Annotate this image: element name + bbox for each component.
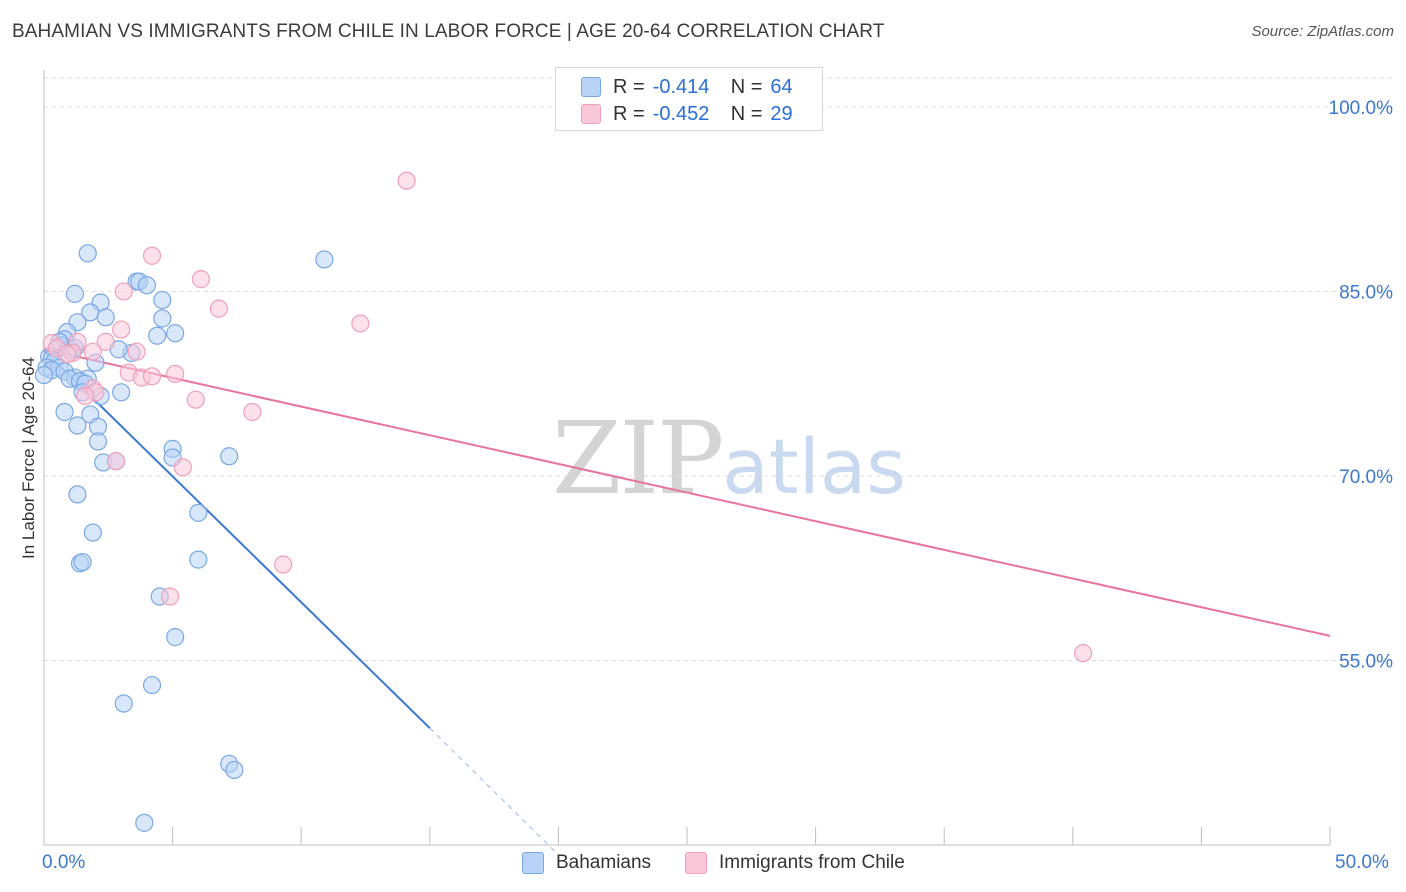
gridlines (44, 77, 1392, 661)
point-bahamians (73, 552, 92, 572)
point-bahamians (315, 250, 334, 269)
point-bahamians (112, 383, 131, 402)
point-chile (186, 390, 205, 409)
point-bahamians (34, 365, 54, 385)
data-points (34, 171, 1093, 832)
y-tick-label: 85.0% (1339, 282, 1393, 303)
legend-n-value: 29 (770, 102, 793, 125)
point-chile (142, 246, 162, 265)
point-bahamians (220, 447, 239, 466)
point-bahamians (83, 523, 102, 542)
point-bahamians (153, 290, 172, 310)
point-chile (127, 342, 146, 361)
legend-n-label: N = (730, 102, 763, 125)
point-chile (173, 458, 192, 477)
point-chile (166, 364, 185, 383)
trend-lines (43, 348, 1331, 856)
point-bahamians (189, 550, 208, 569)
legend-r-value: -0.414 (652, 75, 710, 98)
point-chile (106, 452, 126, 471)
trend-line-bahamians-extension (429, 727, 559, 856)
y-tick-label: 70.0% (1339, 467, 1393, 488)
legend-item-bahamians: Bahamians (522, 852, 651, 874)
watermark: ZIPatlas (552, 400, 906, 517)
point-chile (160, 587, 180, 606)
point-bahamians (55, 402, 74, 422)
point-chile (96, 332, 115, 351)
y-tick-labels: 55.0% 70.0% 85.0% 100.0% (1329, 98, 1394, 673)
legend-swatch-chile (685, 852, 707, 874)
source-label: Source: ZipAtlas.com (1251, 23, 1394, 40)
series-legend: Bahamians Immigrants from Chile (0, 852, 1406, 878)
correlation-legend: R = -0.414 N = 64 R = -0.452 N = 29 (555, 67, 823, 131)
point-bahamians (153, 309, 172, 328)
legend-r-label: R = (613, 102, 645, 125)
point-chile (58, 345, 77, 364)
legend-r-label: R = (613, 75, 645, 98)
y-tick-label: 100.0% (1329, 98, 1394, 119)
trend-line-bahamians (43, 349, 431, 729)
point-chile (243, 402, 262, 422)
point-bahamians (166, 628, 185, 647)
y-tick-label: 55.0% (1339, 651, 1393, 672)
point-bahamians (148, 326, 167, 345)
legend-n-label: N = (730, 75, 763, 98)
legend-swatch-blue (581, 77, 601, 97)
point-chile (112, 320, 131, 339)
trend-line-chile (43, 348, 1331, 637)
point-chile (274, 555, 293, 574)
legend-swatch-pink (581, 104, 601, 124)
point-chile (83, 342, 102, 361)
point-chile (351, 314, 370, 333)
watermark-atlas: atlas (722, 422, 906, 511)
point-bahamians (189, 503, 208, 522)
legend-row-bahamians: R = -0.414 N = 64 (581, 74, 793, 100)
legend-r-value: -0.452 (652, 102, 710, 125)
point-bahamians (142, 675, 162, 695)
axes (43, 70, 1331, 846)
legend-label-chile: Immigrants from Chile (719, 852, 905, 873)
point-bahamians (68, 416, 87, 435)
watermark-zip: ZIP (552, 400, 724, 517)
x-tick-label-max: 50.0% (1335, 852, 1389, 873)
point-bahamians (137, 276, 156, 295)
point-bahamians (65, 284, 84, 303)
point-chile (76, 386, 95, 406)
point-chile (209, 299, 228, 318)
legend-label-bahamians: Bahamians (556, 852, 652, 873)
legend-item-chile: Immigrants from Chile (685, 852, 905, 874)
point-chile (142, 367, 162, 386)
point-chile (191, 270, 210, 289)
point-bahamians (68, 485, 87, 504)
chart-title: BAHAMIAN VS IMMIGRANTS FROM CHILE IN LAB… (12, 21, 885, 42)
point-bahamians (96, 308, 115, 327)
point-chile (1073, 643, 1093, 663)
legend-swatch-bahamians (522, 852, 544, 874)
point-bahamians (225, 760, 244, 780)
point-bahamians (88, 432, 108, 451)
point-bahamians (166, 324, 185, 343)
x-tick-label-min: 0.0% (42, 852, 86, 873)
point-bahamians (78, 244, 97, 263)
point-bahamians (114, 694, 133, 713)
point-bahamians (135, 813, 154, 832)
legend-n-value: 64 (770, 75, 793, 98)
point-chile (114, 282, 133, 301)
point-chile (397, 171, 416, 190)
legend-row-chile: R = -0.452 N = 29 (581, 101, 793, 127)
